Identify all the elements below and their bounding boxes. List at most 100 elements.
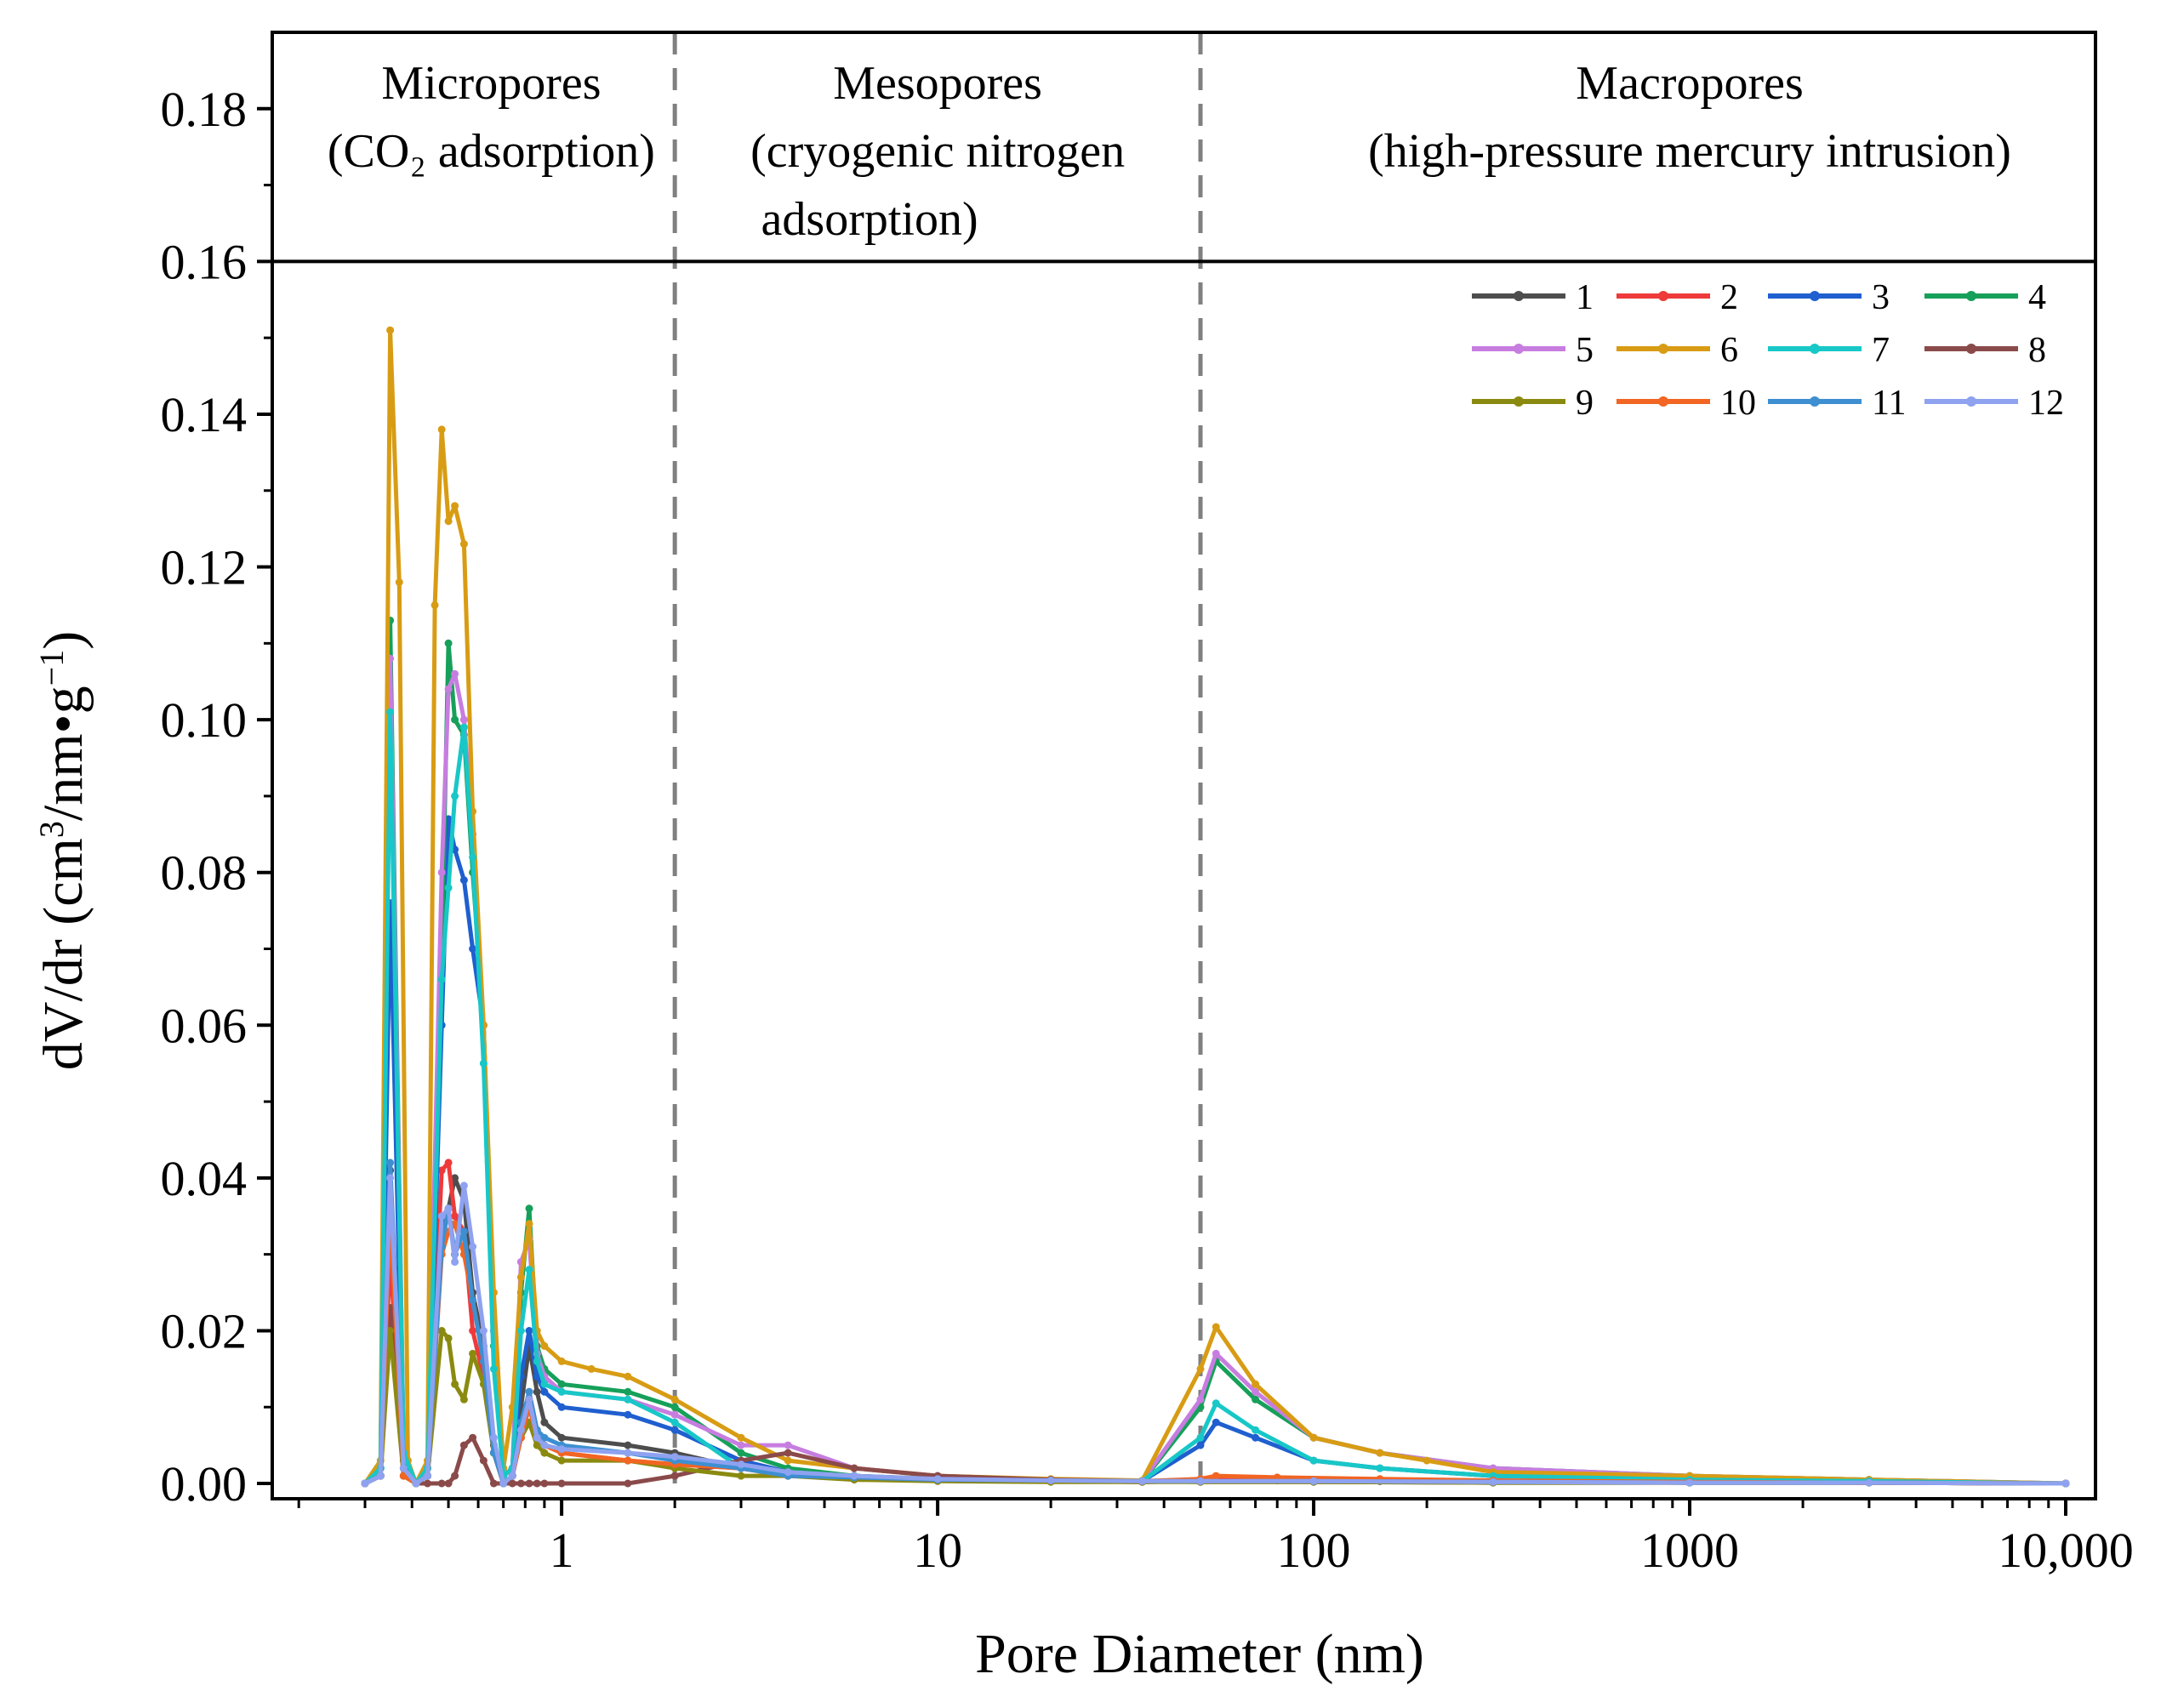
series-point-6 <box>1196 1364 1205 1373</box>
series-point-12 <box>451 1258 459 1267</box>
y-axis-title-mid: /nm•g <box>32 686 94 821</box>
region-title-1: Micropores <box>381 57 601 110</box>
legend-marker-5 <box>1514 344 1524 354</box>
series-point-6 <box>587 1364 596 1373</box>
series-point-8 <box>850 1464 858 1472</box>
series-point-1 <box>557 1433 566 1442</box>
series-point-12 <box>376 1472 385 1480</box>
series-point-12 <box>850 1472 858 1480</box>
series-point-3 <box>459 876 468 885</box>
series-point-9 <box>557 1456 566 1465</box>
legend-label-12: 12 <box>2028 384 2064 423</box>
series-point-12 <box>670 1453 679 1461</box>
series-point-2 <box>469 1327 477 1335</box>
series-point-12 <box>489 1433 498 1442</box>
series-point-12 <box>437 1212 446 1221</box>
x-tick-label: 1000 <box>1640 1523 1739 1578</box>
y-axis-ticks: 0.00 0.02 0.04 0.06 0.08 0.10 0.12 0.14 0.16 0.18 <box>161 82 272 1512</box>
series-point-1 <box>533 1387 541 1396</box>
series-point-10 <box>399 1472 408 1480</box>
y-tick-label: 0.16 <box>161 234 248 289</box>
region-subtitle-3: (high-pressure mercury intrusion) <box>1368 125 2011 178</box>
y-tick-label: 0.14 <box>161 387 248 442</box>
series-point-2 <box>444 1159 453 1167</box>
region-title-2: Mesopores <box>833 57 1042 110</box>
series-point-9 <box>469 1349 477 1358</box>
legend-marker-2 <box>1658 291 1668 301</box>
series-point-3 <box>1252 1433 1260 1442</box>
legend-marker-7 <box>1810 344 1820 354</box>
series-point-5 <box>670 1410 679 1419</box>
series-point-12 <box>508 1472 516 1480</box>
divider-lines <box>672 32 1203 1499</box>
series-point-7 <box>557 1387 566 1396</box>
series-point-12 <box>469 1243 477 1251</box>
series-point-12 <box>624 1449 632 1457</box>
y-axis-title-suffix: ) <box>32 631 94 650</box>
legend-marker-6 <box>1658 344 1668 354</box>
series-point-6 <box>1212 1323 1220 1331</box>
series-point-9 <box>540 1449 549 1457</box>
series-point-8 <box>424 1479 431 1488</box>
series-point-8 <box>479 1456 488 1465</box>
x-axis-ticks: 1 10 100 1000 10,000 <box>297 1499 2134 1578</box>
series-point-6 <box>557 1357 566 1365</box>
series-point-8 <box>508 1479 516 1488</box>
series-point-6 <box>444 517 453 526</box>
series-point-12 <box>361 1479 369 1488</box>
series-point-3 <box>1212 1418 1220 1426</box>
series-point-11 <box>386 1159 395 1167</box>
series-point-4 <box>444 639 453 647</box>
y-tick-label: 0.12 <box>161 540 248 595</box>
series-point-6 <box>1376 1449 1384 1457</box>
series-point-9 <box>451 1380 459 1388</box>
series-point-9 <box>737 1472 745 1480</box>
series-point-6 <box>1309 1433 1318 1442</box>
series-point-12 <box>1046 1477 1055 1484</box>
legend-label-2: 2 <box>1720 278 1738 317</box>
legend-label-5: 5 <box>1576 331 1594 370</box>
series-point-11 <box>469 1296 477 1304</box>
y-tick-label: 0.04 <box>161 1151 248 1206</box>
series-point-4 <box>1252 1395 1260 1403</box>
series-point-12 <box>412 1479 420 1488</box>
series-group <box>361 326 2070 1488</box>
series-point-11 <box>540 1433 549 1442</box>
x-tick-label: 10 <box>913 1523 962 1578</box>
series-point-5 <box>459 715 468 724</box>
series-point-12 <box>1309 1477 1318 1485</box>
legend-marker-10 <box>1658 396 1668 407</box>
series-point-12 <box>557 1445 566 1454</box>
series-point-9 <box>437 1327 446 1335</box>
series-point-2 <box>451 1212 459 1221</box>
legend: 1 2 3 45 6 7 89 10 11 12 <box>1472 278 2064 423</box>
y-axis-title-sup-neg1: −1 <box>32 650 71 686</box>
series-point-12 <box>737 1460 745 1469</box>
legend-marker-3 <box>1810 291 1820 301</box>
series-point-8 <box>451 1472 459 1480</box>
series-point-8 <box>784 1449 792 1457</box>
series-point-8 <box>444 1479 453 1488</box>
series-point-7 <box>459 723 468 732</box>
region-subtitle2-2: adsorption) <box>761 193 978 246</box>
series-point-6 <box>459 540 468 549</box>
legend-marker-12 <box>1966 396 1976 407</box>
series-point-6 <box>540 1341 549 1350</box>
series-point-6 <box>525 1220 533 1228</box>
series-point-12 <box>459 1181 468 1190</box>
y-axis-title: dV/dr (cm3/nm•g−1) <box>32 631 95 1070</box>
series-point-6 <box>670 1395 679 1403</box>
series-point-11 <box>525 1387 533 1396</box>
series-line-2 <box>363 1160 2067 1486</box>
series-point-7 <box>1309 1456 1318 1465</box>
series-point-3 <box>469 945 477 953</box>
series-point-4 <box>451 715 459 724</box>
x-tick-label: 1 <box>550 1523 574 1578</box>
series-line-12 <box>363 1176 2067 1486</box>
series-point-12 <box>386 1174 395 1182</box>
series-point-7 <box>624 1395 632 1403</box>
series-line-5 <box>363 656 2067 1486</box>
series-point-4 <box>624 1387 632 1396</box>
series-point-9 <box>386 1327 395 1335</box>
series-point-7 <box>451 792 459 800</box>
